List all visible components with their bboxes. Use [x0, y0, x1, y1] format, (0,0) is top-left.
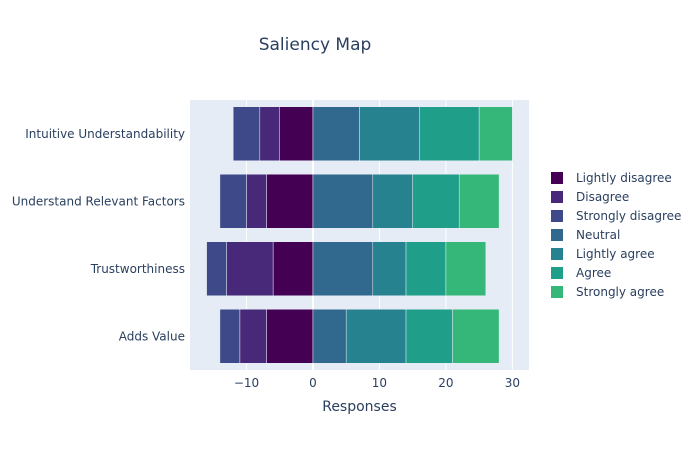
legend-item[interactable]: Lightly disagree: [551, 171, 672, 185]
bar-segment: [312, 106, 360, 161]
y-tick-label: Understand Relevant Factors: [12, 194, 185, 208]
legend-label: Strongly disagree: [576, 209, 681, 223]
legend-item[interactable]: Strongly disagree: [551, 209, 681, 223]
bar-segment: [412, 174, 460, 229]
legend-swatch: [551, 172, 563, 184]
bar-segment: [279, 106, 314, 161]
bar-segment: [372, 174, 413, 229]
x-axis-title: Responses: [322, 399, 397, 415]
bar-segment: [372, 241, 407, 296]
legend-item[interactable]: Neutral: [551, 228, 620, 242]
bar-segment: [478, 106, 513, 161]
legend-item[interactable]: Strongly agree: [551, 285, 664, 299]
legend-item[interactable]: Lightly agree: [551, 247, 655, 261]
x-tick-label: −10: [234, 376, 259, 390]
y-tick-label: Adds Value: [119, 329, 185, 343]
bar-segment: [206, 241, 227, 296]
bar-segment: [405, 309, 453, 364]
legend[interactable]: Lightly disagree Disagree Strongly disagre…: [551, 171, 681, 299]
bar-segment: [266, 309, 314, 364]
x-tick-label: 0: [309, 376, 317, 390]
x-axis-ticks: −10 0 10 20 30: [234, 376, 520, 390]
bar-segment: [312, 309, 347, 364]
legend-label: Disagree: [576, 190, 629, 204]
bar-segment: [458, 174, 500, 229]
legend-swatch: [551, 229, 563, 241]
bar-segment: [359, 106, 420, 161]
x-tick-label: 10: [372, 376, 387, 390]
y-tick-label: Intuitive Understandability: [25, 127, 185, 141]
chart-title: Saliency Map: [259, 35, 372, 55]
bar-segment: [312, 174, 374, 229]
bar-segment: [345, 309, 407, 364]
bar-segment: [232, 106, 261, 161]
bar-segment: [445, 241, 487, 296]
bar-segment: [219, 174, 247, 229]
bar-segment: [266, 174, 314, 229]
bar-segment: [452, 309, 500, 364]
bar-segment: [246, 174, 267, 229]
legend-swatch: [551, 286, 563, 298]
y-axis-ticks: Adds Value Trustworthiness Understand Rele…: [12, 127, 185, 344]
legend-label: Lightly disagree: [576, 171, 672, 185]
legend-label: Neutral: [576, 228, 620, 242]
legend-swatch: [551, 191, 563, 203]
bar-segment: [419, 106, 480, 161]
bar-segment: [405, 241, 447, 296]
x-tick-label: 20: [438, 376, 453, 390]
legend-label: Lightly agree: [576, 247, 655, 261]
bar-segment: [219, 309, 241, 364]
bar-segment: [259, 106, 280, 161]
bar-segment: [239, 309, 267, 364]
bar-segment: [226, 241, 274, 296]
legend-label: Strongly agree: [576, 285, 664, 299]
legend-swatch: [551, 267, 563, 279]
legend-swatch: [551, 210, 563, 222]
bar-segment: [272, 241, 314, 296]
legend-swatch: [551, 248, 563, 260]
bar-segment: [312, 241, 374, 296]
legend-item[interactable]: Agree: [551, 266, 611, 280]
bars: [206, 106, 513, 364]
x-tick-label: 30: [505, 376, 520, 390]
y-tick-label: Trustworthiness: [90, 262, 185, 276]
legend-item[interactable]: Disagree: [551, 190, 629, 204]
legend-label: Agree: [576, 266, 611, 280]
